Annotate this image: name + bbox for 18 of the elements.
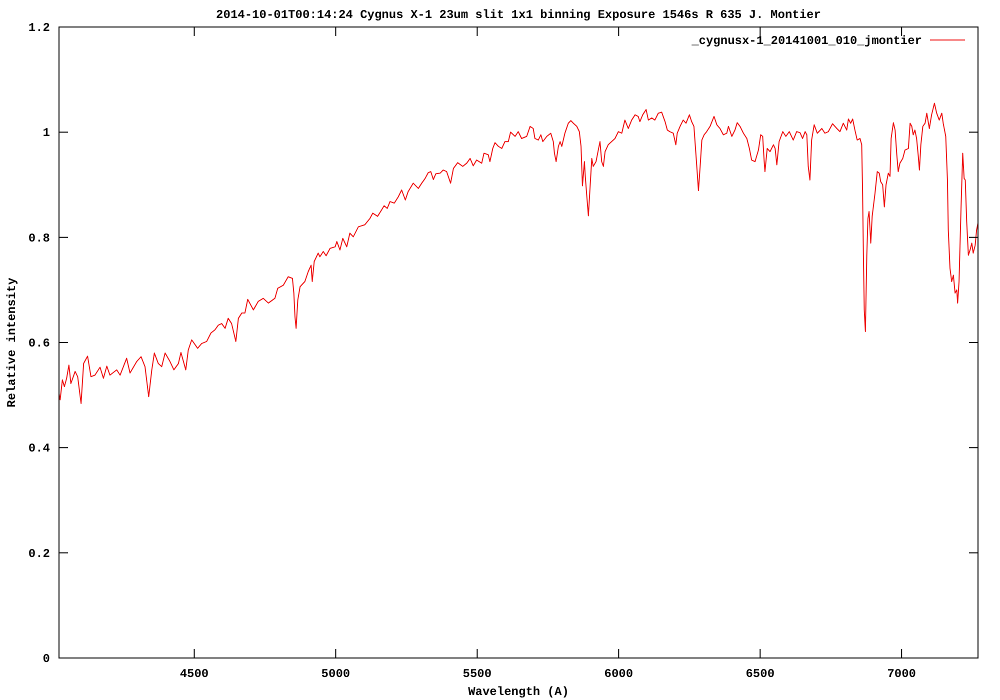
x-axis-title: Wavelength (A) <box>468 685 569 699</box>
y-tick-label: 1.2 <box>28 21 50 35</box>
legend-label: _cygnusx-1_20141001_010_jmontier <box>690 34 922 48</box>
x-tick-label: 6000 <box>604 667 634 681</box>
y-tick-label: 0.4 <box>28 442 50 456</box>
y-axis-title: Relative intensity <box>5 278 19 408</box>
chart-title: 2014-10-01T00:14:24 Cygnus X-1 23um slit 1x1 binning Exposure 1546s R 635 J. Montier <box>216 8 821 22</box>
y-tick-label: 1 <box>42 126 50 140</box>
x-tick-label: 4500 <box>180 667 209 681</box>
x-tick-label: 7000 <box>887 667 916 681</box>
line-series <box>58 102 978 404</box>
y-tick-label: 0.8 <box>28 231 50 246</box>
x-tick-label: 5500 <box>462 667 492 681</box>
y-tick-label: 0.6 <box>28 336 50 350</box>
y-tick-label: 0 <box>42 652 50 666</box>
x-tick-label: 6500 <box>746 667 775 681</box>
y-tick-label: 0.2 <box>28 546 50 561</box>
x-tick-label: 5000 <box>321 667 350 681</box>
